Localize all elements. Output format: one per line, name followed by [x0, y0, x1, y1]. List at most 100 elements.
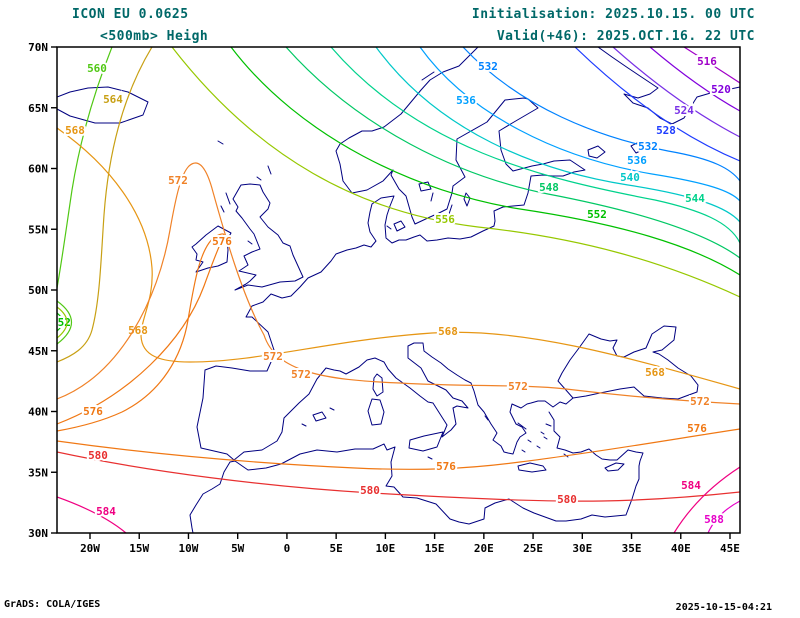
contour-584-line — [57, 496, 127, 533]
contour-568-label: 568 — [65, 124, 85, 137]
contour-584-label: 584 — [681, 479, 701, 492]
contour-568-label: 568 — [128, 324, 148, 337]
contour-560-line — [57, 47, 113, 289]
contour-572-label: 572 — [291, 368, 311, 381]
contour-560-label: 560 — [87, 62, 107, 75]
contour-532-line — [462, 47, 740, 182]
lat-label: 30N — [28, 527, 48, 540]
contour-572-line — [57, 162, 740, 405]
contour-540-label: 540 — [620, 171, 640, 184]
lat-label: 65N — [28, 102, 48, 115]
contour-576-label: 576 — [83, 405, 103, 418]
contour-580-label: 580 — [88, 449, 108, 462]
contour-552-line — [57, 312, 64, 332]
contour-568-label: 568 — [438, 325, 458, 338]
contour-560-line — [57, 300, 73, 345]
lon-label: 30E — [572, 542, 592, 555]
contour-544-line — [330, 47, 740, 244]
contour-532-label: 532 — [478, 60, 498, 73]
contour-544-label: 544 — [685, 192, 705, 205]
contour-580-label: 580 — [360, 484, 380, 497]
lat-label: 60N — [28, 163, 48, 176]
contour-528-line — [574, 47, 740, 162]
lon-label: 35E — [622, 542, 642, 555]
contour-516-line — [683, 47, 740, 84]
contour-556-line — [57, 306, 68, 339]
contour-580-label: 580 — [557, 493, 577, 506]
contour-564-label: 564 — [103, 93, 123, 106]
lon-label: 5E — [330, 542, 343, 555]
contour-536-label: 536 — [627, 154, 647, 167]
lat-label: 55N — [28, 223, 48, 236]
contour-572-label: 572 — [508, 380, 528, 393]
contour-520-line — [649, 47, 740, 112]
contour-584-label: 584 — [96, 505, 116, 518]
valid-time: Valid(+46): 2025.OCT.16. 22 UTC — [497, 29, 755, 44]
contour-572-label: 572 — [263, 350, 283, 363]
coastline-kola-white-sea — [597, 47, 740, 125]
contour-576-label: 576 — [212, 235, 232, 248]
contour-548-line — [285, 47, 740, 259]
timestamp: 2025-10-15-04:21 — [676, 602, 772, 613]
contour-528-label: 528 — [656, 124, 676, 137]
lon-label: 10E — [375, 542, 395, 555]
coastline-mediterranean-black-sea — [233, 325, 699, 461]
contour-556-label: 556 — [435, 213, 455, 226]
contour-536-label: 536 — [456, 94, 476, 107]
contour-548-label: 548 — [539, 181, 559, 194]
contour-572-label: 572 — [690, 395, 710, 408]
lon-label: 15W — [129, 542, 149, 555]
contour-556-line — [171, 47, 740, 298]
contour-584-line — [673, 466, 740, 533]
contour-552-line — [230, 47, 740, 276]
contour-576-label: 576 — [436, 460, 456, 473]
coastline-anatolia-levant-africa — [189, 411, 644, 533]
axis-labels: 20W 15W 10W 5W 0 5E 10E 15E 20E 25E 30E 35E 40E 45E 70… — [28, 41, 740, 555]
contour-588-line — [707, 500, 740, 533]
contour-lines: 5165205245285325325365365405445485525525… — [51, 47, 740, 533]
lon-label: 40E — [671, 542, 691, 555]
grads-credit: GrADS: COLA/IGES — [4, 599, 100, 610]
contour-568-label: 568 — [645, 366, 665, 379]
lon-label: 15E — [425, 542, 445, 555]
lon-label: 10W — [179, 542, 199, 555]
contour-524-line — [612, 47, 740, 138]
lat-label: 70N — [28, 41, 48, 54]
contour-580-line — [57, 451, 740, 502]
contour-520-label: 520 — [711, 83, 731, 96]
init-time: Initialisation: 2025.10.15. 00 UTC — [472, 7, 755, 22]
lon-label: 45E — [720, 542, 740, 555]
lon-label: 20E — [474, 542, 494, 555]
contour-524-label: 524 — [674, 104, 694, 117]
contour-568-line — [57, 127, 740, 390]
contour-588-label: 588 — [704, 513, 724, 526]
contour-540-line — [375, 47, 740, 223]
lat-label: 45N — [28, 345, 48, 358]
lon-label: 25E — [523, 542, 543, 555]
contour-576-line — [57, 233, 225, 432]
contour-552-label: 552 — [587, 208, 607, 221]
coastlines — [57, 47, 740, 533]
coastline-britain — [232, 183, 304, 291]
coastline-islands-lakes — [217, 71, 645, 473]
contour-536-line — [419, 47, 740, 202]
contour-532-label: 532 — [638, 140, 658, 153]
lon-label: 0 — [284, 542, 291, 555]
coastline-atlantic-europe — [196, 47, 586, 461]
contour-576-line — [57, 428, 740, 470]
map-frame — [56, 46, 741, 534]
contour-564-line — [57, 47, 153, 363]
contour-516-label: 516 — [697, 55, 717, 68]
lat-label: 35N — [28, 466, 48, 479]
field-title: <500mb> Heigh — [100, 29, 208, 44]
lat-label: 40N — [28, 406, 48, 419]
model-title: ICON EU 0.0625 — [72, 7, 189, 22]
contour-552-label: 552 — [51, 316, 71, 329]
lon-label: 5W — [231, 542, 245, 555]
contour-572-label: 572 — [168, 174, 188, 187]
lat-label: 50N — [28, 284, 48, 297]
contour-576-label: 576 — [687, 422, 707, 435]
lon-label: 20W — [80, 542, 100, 555]
